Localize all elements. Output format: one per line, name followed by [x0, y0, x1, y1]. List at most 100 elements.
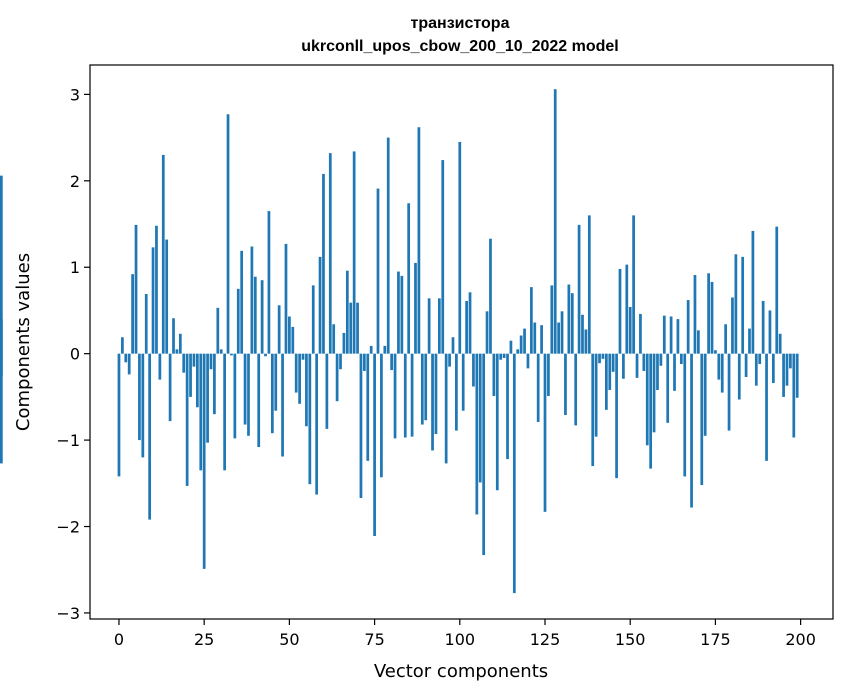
bar-68	[349, 302, 353, 354]
bar-35	[236, 288, 240, 354]
bar-24	[199, 353, 203, 471]
bar-147	[618, 268, 622, 354]
bar-130	[560, 311, 564, 354]
bar-88	[417, 127, 421, 354]
bar-133	[570, 293, 574, 354]
bar-94	[437, 298, 441, 354]
bar-154	[642, 353, 646, 371]
bar-84	[403, 353, 407, 438]
bar-62	[328, 153, 332, 354]
bar-40	[253, 276, 257, 354]
bar-14	[165, 239, 169, 354]
bar-114	[506, 353, 509, 460]
bar-104	[472, 353, 475, 387]
bars-group	[0, 89, 799, 594]
bar-59	[318, 256, 322, 354]
bar-135	[577, 224, 581, 354]
bar-26	[206, 353, 209, 443]
x-tick-label: 100	[445, 630, 476, 649]
bar-48	[281, 353, 284, 457]
bar-4	[131, 274, 134, 354]
bar-77	[380, 353, 383, 478]
bar-136	[581, 314, 584, 354]
bar-92	[431, 353, 434, 451]
bar-167	[686, 300, 690, 354]
bar-168	[690, 353, 693, 508]
bar-49	[284, 243, 288, 354]
bar-108	[485, 311, 489, 354]
bar-undefined	[0, 319, 3, 354]
bar-141	[598, 353, 601, 364]
bar-99	[455, 353, 458, 431]
bar-112	[499, 353, 503, 360]
bar-27	[209, 353, 213, 370]
bar-187	[754, 353, 758, 386]
x-tick-label: 50	[279, 630, 299, 649]
bar-9	[148, 353, 152, 520]
bar-128	[553, 89, 557, 354]
bar-61	[325, 353, 329, 429]
bar-93	[434, 353, 438, 435]
bar-86	[410, 353, 414, 437]
bar-55	[305, 353, 308, 427]
bar-16	[172, 318, 175, 354]
bar-131	[564, 353, 567, 416]
bar-101	[461, 353, 465, 411]
bar-39	[250, 246, 254, 354]
bar-78	[383, 345, 387, 354]
bar-179	[727, 353, 731, 431]
bar-163	[673, 353, 676, 391]
bar-6	[138, 353, 141, 441]
bar-110	[492, 353, 496, 397]
bar-18	[178, 333, 182, 354]
bar-46	[274, 353, 278, 411]
bar-102	[465, 300, 468, 354]
bar-117	[516, 349, 520, 354]
bar-158	[656, 353, 659, 390]
bar-34	[233, 353, 237, 439]
bar-82	[397, 271, 400, 354]
y-tick-label: −1	[56, 431, 80, 450]
y-tick-label: 3	[70, 85, 80, 104]
bar-36	[240, 250, 244, 354]
bar-96	[444, 353, 448, 464]
bar-22	[192, 353, 196, 367]
bar-33	[230, 353, 233, 356]
bar-95	[441, 160, 445, 354]
bar-71	[359, 353, 363, 498]
bar-178	[724, 324, 728, 354]
bar-5	[134, 224, 138, 354]
bar-161	[666, 353, 670, 423]
bar-19	[182, 353, 186, 373]
bar-192	[771, 353, 775, 384]
x-tick-label: 200	[785, 630, 816, 649]
bar-8	[144, 294, 148, 354]
bar-25	[202, 353, 206, 569]
bar-193	[775, 226, 779, 354]
bar-170	[697, 330, 700, 354]
chart-title: транзистора	[411, 15, 510, 32]
bar-98	[451, 337, 455, 354]
bar-97	[448, 353, 451, 367]
bar-159	[659, 353, 663, 366]
bar-2	[124, 353, 128, 363]
bar-11	[155, 225, 158, 354]
y-tick-label: 0	[70, 345, 80, 364]
bar-157	[652, 353, 656, 433]
bar-87	[414, 262, 417, 354]
bar-63	[332, 324, 336, 354]
bar-123	[536, 353, 540, 422]
bar-126	[547, 353, 550, 397]
bar-undefined	[0, 353, 3, 464]
bar-80	[390, 353, 393, 371]
bar-23	[196, 353, 199, 408]
bar-139	[591, 353, 595, 467]
plot-frame	[89, 64, 834, 620]
bar-50	[288, 316, 291, 354]
bar-10	[151, 247, 155, 354]
bar-45	[270, 353, 274, 434]
bar-190	[765, 353, 768, 461]
bar-115	[509, 340, 513, 354]
bar-175	[714, 350, 717, 354]
